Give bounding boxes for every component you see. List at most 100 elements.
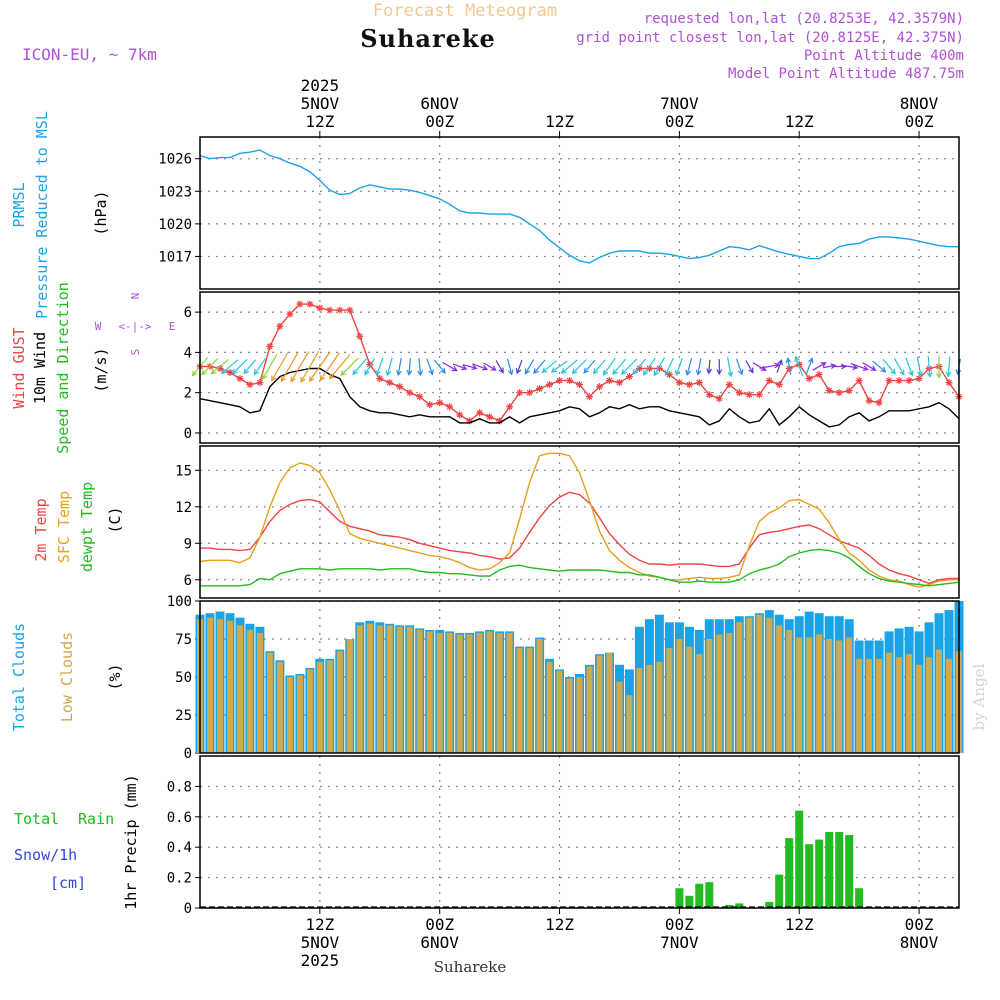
gust-marker	[595, 383, 603, 391]
wind-direction-arrow	[560, 359, 578, 374]
gust-marker	[426, 401, 434, 409]
gust-marker	[316, 304, 324, 312]
gust-marker	[805, 375, 813, 383]
wind-direction-arrow	[417, 357, 424, 377]
top-time-label: 6NOV	[420, 94, 459, 113]
compass-w: W	[95, 320, 102, 333]
precip-ytick-label: 0.2	[167, 871, 192, 887]
low-clouds-bar	[596, 655, 603, 753]
rain-bar	[785, 838, 794, 908]
wind-direction-arrow	[882, 358, 896, 375]
pressure-ytick-label: 1023	[158, 184, 192, 200]
low-clouds-bar	[576, 677, 583, 753]
rain-bar	[815, 839, 824, 908]
low-clouds-bar	[776, 625, 783, 753]
wind-label-gust: Wind GUST	[10, 327, 28, 408]
gust-marker	[765, 377, 773, 385]
gust-marker	[715, 395, 723, 403]
gust-marker	[605, 377, 613, 385]
wind-direction-arrow	[396, 357, 402, 377]
wind-direction-arrow	[253, 358, 266, 376]
low-clouds-bar	[886, 652, 893, 753]
gust-marker	[556, 377, 564, 385]
wind-direction-arrow	[727, 356, 734, 378]
wind-direction-arrow	[340, 357, 359, 376]
rain-bar	[695, 883, 704, 908]
low-clouds-bar	[446, 632, 453, 753]
gust-marker	[326, 306, 334, 314]
panels: 1017 1020 1023 1026 0 2 4 6 6 9 12 15 0 25 50 75 100 0 0.2…	[158, 136, 964, 917]
low-clouds-bar	[916, 664, 923, 753]
low-clouds-bar	[606, 652, 613, 753]
gust-marker	[266, 342, 274, 350]
wind-direction-arrow	[759, 362, 781, 369]
low-clouds-bar	[316, 661, 323, 753]
temp-label-dewpt: dewpt Temp	[78, 482, 96, 572]
wind-direction-arrow	[328, 354, 351, 380]
low-clouds-bar	[876, 658, 883, 753]
gust-marker	[246, 381, 254, 389]
low-clouds-bar	[686, 646, 693, 753]
wind-direction-arrow	[533, 359, 546, 375]
precip-labels: Total Rain Snow/1h [cm] 1hr Precip (mm)	[14, 774, 140, 909]
low-clouds-bar	[286, 677, 293, 753]
low-clouds-bar	[256, 632, 263, 753]
dewpt-temp-line	[200, 548, 960, 587]
gust-marker	[536, 385, 544, 393]
bottom-time-label: 12Z	[785, 915, 814, 934]
requested-coords: requested lon,lat (20.8253E, 42.3579N)	[644, 11, 964, 27]
clouds-ytick-label: 25	[175, 708, 192, 724]
wind-direction-arrow	[653, 357, 666, 377]
gust-marker	[755, 391, 763, 399]
wind-direction-arrow	[262, 353, 278, 380]
low-clouds-bar	[426, 631, 433, 753]
pressure-ytick-label: 1017	[158, 249, 192, 265]
clouds-ytick-label: 50	[175, 670, 192, 686]
low-clouds-bar	[756, 614, 763, 753]
low-clouds-bar	[796, 637, 803, 753]
wind-direction-arrow	[524, 359, 535, 375]
wind-direction-arrow	[515, 359, 523, 375]
bottom-time-label: 7NOV	[660, 933, 699, 952]
wind-ytick-label: 6	[184, 305, 192, 321]
low-clouds-bar	[296, 675, 303, 753]
gust-marker	[845, 387, 853, 395]
pressure-panel: 1017 1020 1023 1026	[158, 136, 960, 290]
wind-ytick-label: 2	[184, 386, 192, 402]
gust-marker	[216, 365, 224, 373]
wind-direction-arrow	[210, 358, 229, 375]
compass-e: E	[169, 320, 176, 333]
wind-direction-arrow	[776, 359, 783, 373]
wind-panel: 0 2 4 6	[184, 291, 963, 444]
wind-direction-arrow	[945, 356, 952, 378]
wind-direction-arrow	[745, 360, 754, 374]
wind-direction-arrow	[862, 362, 877, 371]
gust-marker	[635, 365, 643, 373]
wind-direction-arrow	[426, 358, 434, 376]
temp-labels: 2m Temp SFC Temp dewpt Temp (C)	[32, 482, 124, 572]
wind-ytick-label: 4	[184, 345, 192, 361]
wind-direction-arrow	[664, 357, 674, 377]
rain-bar	[765, 901, 774, 908]
low-clouds-bar	[866, 658, 873, 753]
low-clouds-bar	[227, 620, 233, 753]
low-clouds-bar	[746, 617, 753, 753]
gust-marker	[356, 332, 364, 340]
low-clouds-bar	[376, 625, 383, 753]
gust-marker	[416, 393, 424, 401]
gust-marker	[276, 322, 284, 330]
gust-marker	[625, 373, 633, 381]
wind-direction-arrow	[433, 359, 446, 374]
grid-point-coords: grid point closest lon,lat (20.8125E, 42…	[576, 30, 964, 46]
low-clouds-bar	[846, 637, 853, 753]
rain-bar	[795, 810, 804, 908]
low-clouds-bar	[496, 632, 503, 753]
top-time-label: 12Z	[545, 112, 574, 131]
wind-direction-arrow	[442, 361, 458, 372]
gust-marker	[346, 306, 354, 314]
low-clouds-bar	[626, 695, 633, 753]
wind-direction-arrow	[483, 362, 497, 371]
gust-marker	[795, 360, 803, 368]
top-time-label: 5NOV	[301, 94, 340, 113]
